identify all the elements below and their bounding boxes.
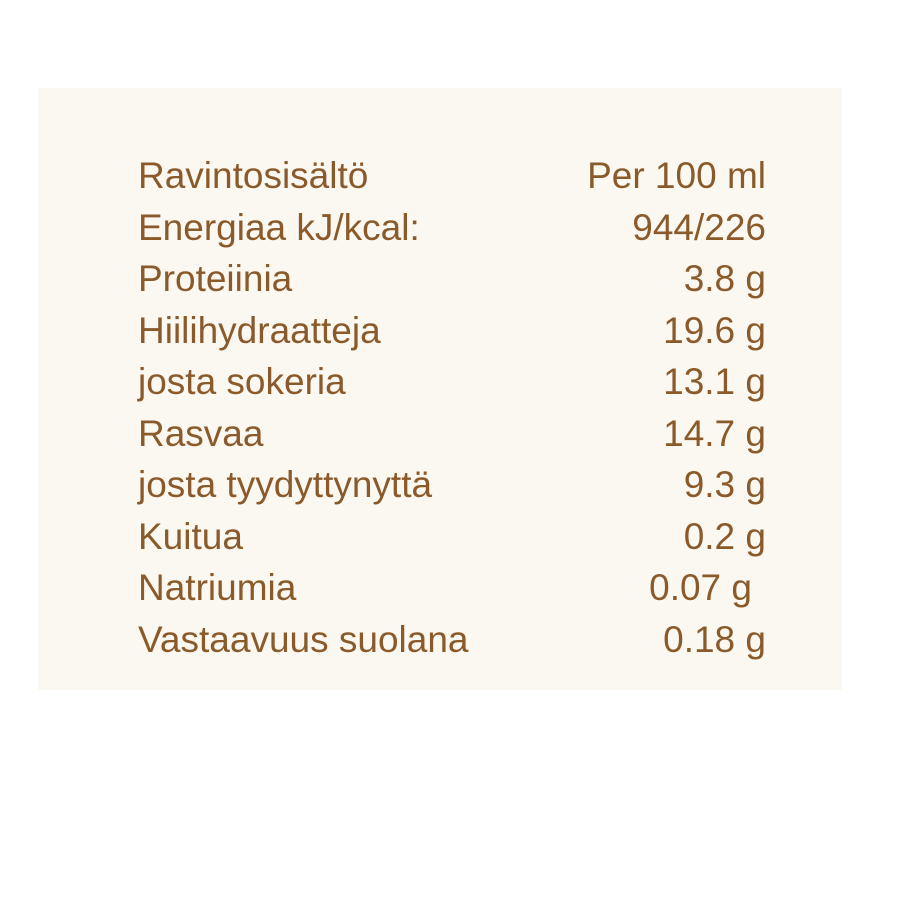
table-row: Vastaavuus suolana 0.18 g [138,614,766,666]
row-label: Proteiinia [138,258,293,299]
nutrition-table: Ravintosisältö Per 100 ml Energiaa kJ/kc… [138,150,766,665]
row-value: 13.1 g [663,361,766,402]
table-row: Hiilihydraatteja 19.6 g [138,305,766,357]
row-label: josta tyydyttynyttä [138,464,433,505]
row-label: Kuitua [138,515,243,557]
row-label: josta sokeria [138,361,346,402]
table-row: Natriumia 0.07 g [138,562,766,614]
row-label: Energiaa kJ/kcal: [138,206,420,248]
row-label: Natriumia [138,567,297,608]
table-row: Rasvaa 14.7 g [138,408,766,460]
table-row: Energiaa kJ/kcal: 944/226 [138,202,766,254]
row-label: Rasvaa [138,412,264,454]
row-value: 19.6 g [663,309,766,351]
row-label: Hiilihydraatteja [138,309,381,351]
header-label: Ravintosisältö [138,155,369,196]
row-value: 0.18 g [663,618,766,660]
table-row: Kuitua 0.2 g [138,511,766,563]
header-value: Per 100 ml [587,155,766,196]
row-value: 14.7 g [663,412,766,454]
row-label: Vastaavuus suolana [138,618,469,660]
table-row: josta tyydyttynyttä 9.3 g [138,459,766,511]
row-value: 944/226 [632,206,766,248]
row-value: 0.2 g [683,515,766,557]
table-row: Proteiinia 3.8 g [138,253,766,305]
nutrition-panel [38,88,842,690]
table-row: josta sokeria 13.1 g [138,356,766,408]
row-value: 9.3 g [683,464,766,505]
table-header: Ravintosisältö Per 100 ml [138,150,766,202]
row-value: 3.8 g [683,258,766,299]
row-value: 0.07 g [649,567,752,608]
